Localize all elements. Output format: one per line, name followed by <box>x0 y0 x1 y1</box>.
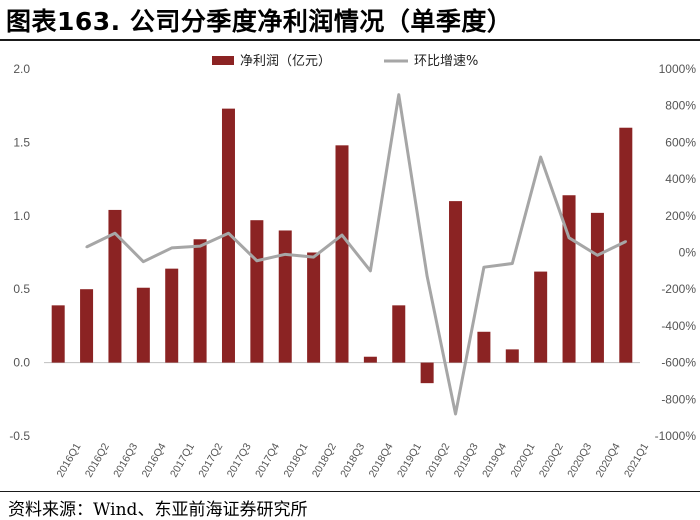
x-axis-tick-label: 2016Q4 <box>140 441 169 479</box>
bar-2019Q1 <box>392 305 406 363</box>
line-point-2018Q1 <box>284 253 287 256</box>
right-axis-tick-label: 0% <box>679 246 697 260</box>
x-axis-tick-label: 2019Q4 <box>480 441 509 479</box>
left-axis-tick-label: 2.0 <box>13 62 30 76</box>
x-axis-tick-label: 2018Q1 <box>281 441 310 479</box>
legend-line-label: 环比增速% <box>414 54 478 69</box>
chart-title: 图表163. 公司分季度净利润情况（单季度） <box>6 7 513 36</box>
bar-2018Q4 <box>363 356 377 363</box>
line-point-2020Q1 <box>511 262 514 265</box>
line-point-2017Q3 <box>227 232 230 235</box>
bar-2020Q1 <box>505 349 519 363</box>
right-axis-tick-label: -600% <box>661 356 696 370</box>
bar-2020Q4 <box>590 212 604 363</box>
x-axis-tick-label: 2019Q2 <box>423 441 452 479</box>
chart-legend: 净利润（亿元） 环比增速% <box>212 54 478 69</box>
bar-2016Q2 <box>80 289 94 363</box>
right-axis-tick-label: 1000% <box>659 62 697 76</box>
x-axis-tick-label: 2021Q1 <box>622 441 651 479</box>
x-axis-tick-label: 2018Q3 <box>338 441 367 479</box>
right-axis-tick-label: -200% <box>661 282 696 296</box>
x-axis-tick-label: 2017Q4 <box>253 441 282 479</box>
x-axis-tick-label: 2018Q4 <box>367 441 396 479</box>
line-point-2016Q3 <box>113 232 117 235</box>
x-axis-tick-label: 2016Q1 <box>54 441 83 479</box>
line-point-2018Q2 <box>312 255 315 259</box>
title-divider <box>0 39 700 41</box>
line-point-2020Q2 <box>539 155 542 159</box>
line-series <box>85 93 628 416</box>
x-axis-tick-label: 2017Q2 <box>196 441 225 479</box>
x-axis-tick-label: 2020Q1 <box>508 441 537 479</box>
bar-2018Q2 <box>307 252 321 363</box>
legend-bar-label: 净利润（亿元） <box>240 54 331 69</box>
left-axis-tick-label: -0.5 <box>9 429 30 443</box>
bar-2018Q3 <box>335 145 349 363</box>
x-axis-tick-label: 2020Q2 <box>537 441 566 479</box>
line-point-2018Q3 <box>340 233 344 237</box>
right-axis-tick-label: 200% <box>665 209 696 223</box>
bar-2017Q2 <box>193 239 207 363</box>
line-point-2019Q1 <box>397 93 400 96</box>
left-axis-tick-label: 0.0 <box>13 356 30 370</box>
bar-series <box>51 108 633 384</box>
bar-2019Q4 <box>477 331 491 363</box>
x-axis-tick-label: 2016Q3 <box>111 441 140 479</box>
line-point-2019Q2 <box>425 275 429 278</box>
bar-2016Q3 <box>108 209 122 363</box>
x-axis-tick-label: 2019Q1 <box>395 441 424 479</box>
right-axis-tick-label: 800% <box>665 99 696 113</box>
legend-bar-swatch <box>212 56 234 65</box>
line-point-2016Q4 <box>142 260 145 263</box>
bar-2020Q2 <box>534 271 548 363</box>
bar-2020Q3 <box>562 195 576 363</box>
bar-2017Q1 <box>165 268 179 363</box>
left-axis-tick-label: 1.0 <box>13 209 30 223</box>
right-axis-tick-label: -800% <box>661 392 696 406</box>
line-point-2017Q1 <box>170 246 173 250</box>
bar-2016Q1 <box>51 305 65 363</box>
bar-2018Q1 <box>278 230 292 363</box>
line-point-2017Q2 <box>198 244 202 248</box>
bar-2017Q3 <box>221 108 235 363</box>
x-axis-tick-label: 2017Q1 <box>168 441 197 479</box>
x-axis-tick-label: 2016Q2 <box>83 441 112 479</box>
x-axis-tick-label: 2020Q3 <box>565 441 594 479</box>
line-point-2019Q3 <box>454 412 457 416</box>
x-axis-tick-label: 2017Q3 <box>225 441 254 479</box>
line-point-2019Q4 <box>482 265 486 269</box>
right-axis-tick-label: -400% <box>661 319 696 333</box>
bar-2016Q4 <box>136 287 150 363</box>
x-axis-tick-label: 2019Q3 <box>452 441 481 479</box>
bar-2021Q1 <box>619 127 633 363</box>
left-axis-tick-label: 0.5 <box>13 282 30 296</box>
chart-area: -0.5 0.0 0.5 1.0 1.5 2.0 -1000% -800% -600% -400%… <box>9 54 697 480</box>
left-axis-tick-label: 1.5 <box>13 135 30 149</box>
line-point-2020Q4 <box>596 254 599 257</box>
line-point-2016Q2 <box>85 245 88 249</box>
bar-2017Q4 <box>250 220 264 363</box>
bar-2019Q2 <box>420 362 434 384</box>
source-note: 资料来源：Wind、东亚前海证券研究所 <box>8 500 308 520</box>
growth-rate-line <box>85 93 627 416</box>
bar-2019Q3 <box>449 201 463 363</box>
line-point-2018Q4 <box>369 269 372 273</box>
line-point-2021Q1 <box>624 240 628 243</box>
right-axis-tick-label: 600% <box>665 135 696 149</box>
right-axis-tick-label: -1000% <box>655 429 697 443</box>
line-point-2017Q4 <box>255 259 259 262</box>
x-axis-tick-label: 2018Q2 <box>310 441 339 479</box>
x-axis-tick-label: 2020Q4 <box>594 441 623 479</box>
footer-divider <box>0 491 700 492</box>
right-axis-tick-label: 400% <box>665 172 696 186</box>
line-point-2020Q3 <box>567 236 571 240</box>
